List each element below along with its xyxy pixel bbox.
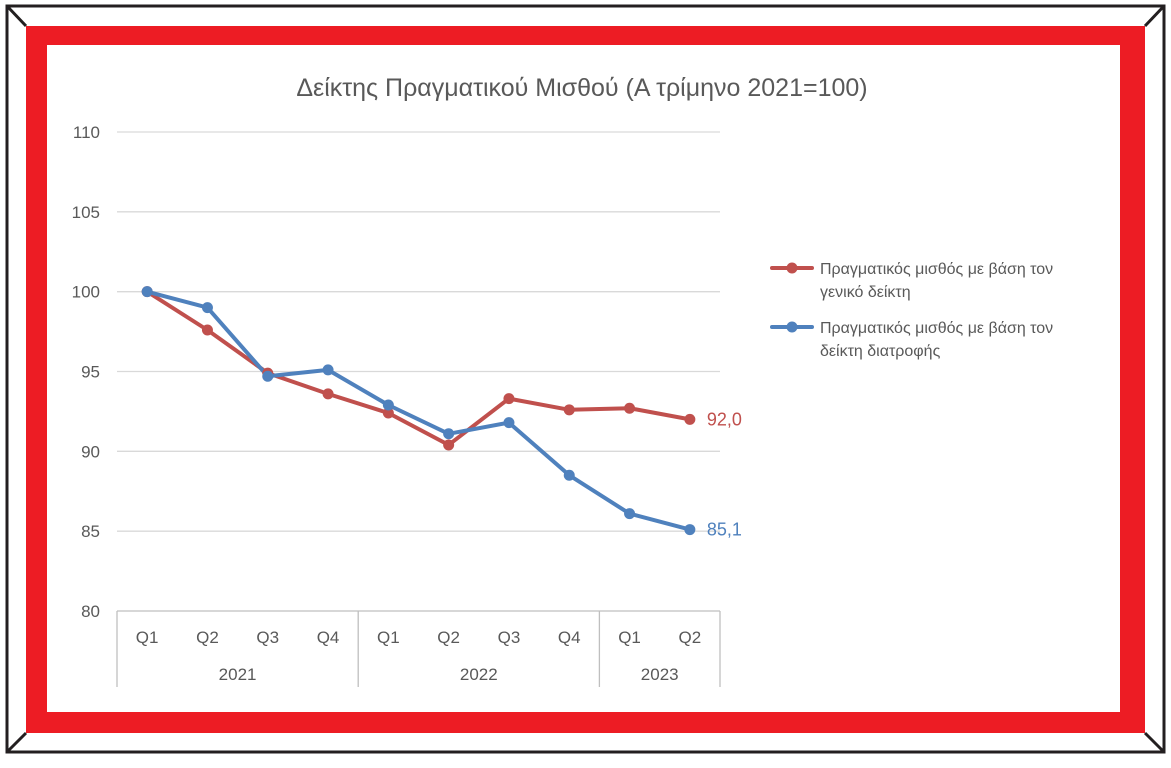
legend-label: Πραγματικός μισθός με βάση τον xyxy=(820,261,1053,278)
data-point xyxy=(563,404,575,416)
chart-title: Δείκτης Πραγματικού Μισθού (Α τρίμηνο 20… xyxy=(296,74,867,102)
data-point xyxy=(201,302,213,314)
series-line-2 xyxy=(145,289,692,532)
y-tick-label: 90 xyxy=(81,442,100,461)
data-point xyxy=(684,413,696,425)
data-point xyxy=(563,469,575,481)
end-value-label: 85,1 xyxy=(707,520,742,540)
y-tick-label: 80 xyxy=(81,602,100,621)
x-tick-label: Q2 xyxy=(196,628,219,647)
frame-corner-bl xyxy=(5,731,28,754)
x-tick-label: Q4 xyxy=(558,628,581,647)
legend-label: Πραγματικός μισθός με βάση τον xyxy=(820,320,1053,337)
legend-label: γενικό δείκτη xyxy=(820,284,911,301)
x-tick-label: Q1 xyxy=(618,628,641,647)
x-tick-label: Q1 xyxy=(136,628,159,647)
x-tick-label: Q3 xyxy=(256,628,279,647)
y-tick-label: 110 xyxy=(73,123,100,142)
data-point xyxy=(262,370,274,382)
y-tick-label: 85 xyxy=(81,522,100,541)
end-value-label: 92,0 xyxy=(707,409,742,429)
data-point xyxy=(624,402,636,414)
data-point xyxy=(322,388,334,400)
data-point xyxy=(201,324,213,336)
series-line-1 xyxy=(145,289,692,447)
y-tick-label: 95 xyxy=(81,363,100,382)
chart-area-background xyxy=(47,45,1120,712)
frame-corner-br xyxy=(1143,731,1166,754)
data-point xyxy=(141,286,153,298)
y-tick-label: 100 xyxy=(72,283,100,302)
year-group-label: 2022 xyxy=(460,665,498,684)
series-group: 92,0 85,1 xyxy=(141,286,742,540)
data-point xyxy=(443,428,455,440)
data-point xyxy=(322,364,334,376)
frame-corner-tr xyxy=(1143,4,1166,28)
legend-swatch-marker xyxy=(786,262,798,274)
x-tick-label: Q1 xyxy=(377,628,400,647)
data-point xyxy=(503,393,515,405)
gridlines xyxy=(117,131,720,612)
data-point xyxy=(624,508,636,520)
x-tick-label: Q3 xyxy=(498,628,521,647)
year-group-label: 2023 xyxy=(641,665,679,684)
x-tick-label: Q2 xyxy=(679,628,702,647)
data-point xyxy=(382,407,394,419)
y-tick-label: 105 xyxy=(72,203,100,222)
data-point xyxy=(443,439,455,451)
data-point xyxy=(503,417,515,429)
legend: Πραγματικός μισθός με βάση τον γενικό δεί… xyxy=(770,261,1053,360)
frame-corner-tl xyxy=(5,4,28,28)
data-point xyxy=(684,524,696,536)
x-tick-label: Q4 xyxy=(317,628,340,647)
year-group-label: 2021 xyxy=(219,665,257,684)
x-tick-label: Q2 xyxy=(437,628,460,647)
data-point xyxy=(382,399,394,411)
y-axis: 80 85 90 95 100 105 110 xyxy=(72,123,100,621)
legend-label: δείκτη διατροφής xyxy=(820,343,941,360)
legend-swatch-marker xyxy=(786,321,798,333)
